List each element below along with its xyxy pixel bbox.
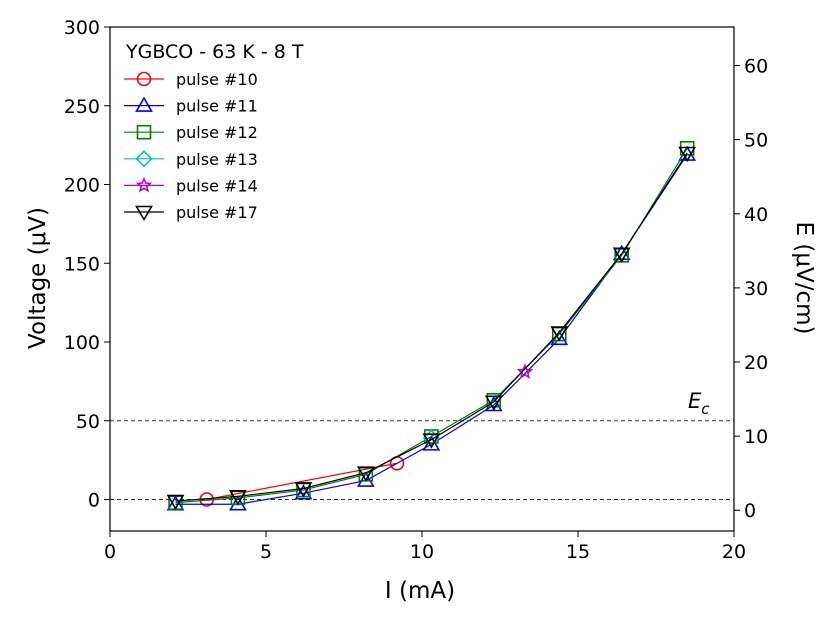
series-pulse-12 — [168, 140, 695, 510]
legend-title: YGBCO - 63 K - 8 T — [125, 41, 304, 63]
data-point — [356, 466, 375, 482]
legend-label: pulse #10 — [176, 70, 258, 89]
data-point — [229, 490, 247, 506]
plot-frame — [109, 26, 735, 532]
data-point — [516, 363, 534, 379]
series-line — [206, 462, 398, 501]
x-tick-label: 5 — [260, 541, 272, 563]
y2-axis-title: E (μV/cm) — [791, 222, 817, 335]
y2-tick-label: 10 — [744, 426, 768, 448]
legend-label: pulse #14 — [176, 176, 258, 195]
x-tick-label: 10 — [410, 541, 434, 563]
legend-label: pulse #12 — [176, 123, 258, 142]
legend-marker — [136, 124, 152, 140]
y2-tick-label: 20 — [744, 352, 768, 374]
y2-tick-label: 50 — [744, 130, 768, 152]
y-tick-label: 250 — [64, 96, 100, 118]
data-point — [422, 433, 441, 449]
y-tick-label: 50 — [76, 411, 100, 433]
series-line — [175, 147, 688, 504]
y2-tick-label: 60 — [744, 56, 768, 78]
data-point — [484, 395, 503, 411]
ec-label: Ec — [688, 389, 710, 418]
y2-tick-label: 0 — [744, 500, 756, 522]
x-tick-label: 0 — [104, 541, 116, 563]
data-point — [294, 482, 313, 498]
x-axis-title: I (mA) — [385, 578, 455, 604]
y2-tick-label: 40 — [744, 204, 768, 226]
data-point — [229, 495, 247, 511]
data-point — [612, 244, 631, 261]
y-tick-label: 200 — [64, 175, 100, 197]
series-line — [175, 152, 688, 502]
data-point — [612, 247, 631, 263]
y-tick-label: 100 — [64, 332, 100, 354]
legend-marker — [136, 71, 152, 87]
y2-tick-label: 30 — [744, 278, 768, 300]
data-point — [294, 484, 313, 500]
data-point — [678, 146, 697, 163]
legend-marker — [135, 96, 153, 112]
legend-label: pulse #17 — [176, 203, 258, 222]
y-tick-label: 150 — [64, 253, 100, 275]
data-point — [166, 494, 185, 511]
series-pulse-11 — [166, 145, 697, 511]
legend-marker — [135, 150, 153, 168]
y-tick-label: 300 — [64, 17, 100, 39]
y-axis-title: Voltage (μV) — [25, 207, 51, 349]
legend-label: pulse #11 — [176, 97, 258, 116]
legend-marker — [135, 205, 153, 222]
series-pulse-14 — [516, 363, 534, 379]
data-point — [550, 326, 569, 342]
x-tick-label: 15 — [566, 541, 590, 563]
data-point — [356, 471, 375, 487]
legend-marker — [135, 176, 153, 193]
data-point — [486, 392, 502, 408]
series-pulse-17 — [166, 146, 697, 511]
x-tick-label: 20 — [722, 541, 746, 563]
y-tick-label: 0 — [88, 490, 100, 512]
legend-label: pulse #13 — [176, 150, 258, 169]
